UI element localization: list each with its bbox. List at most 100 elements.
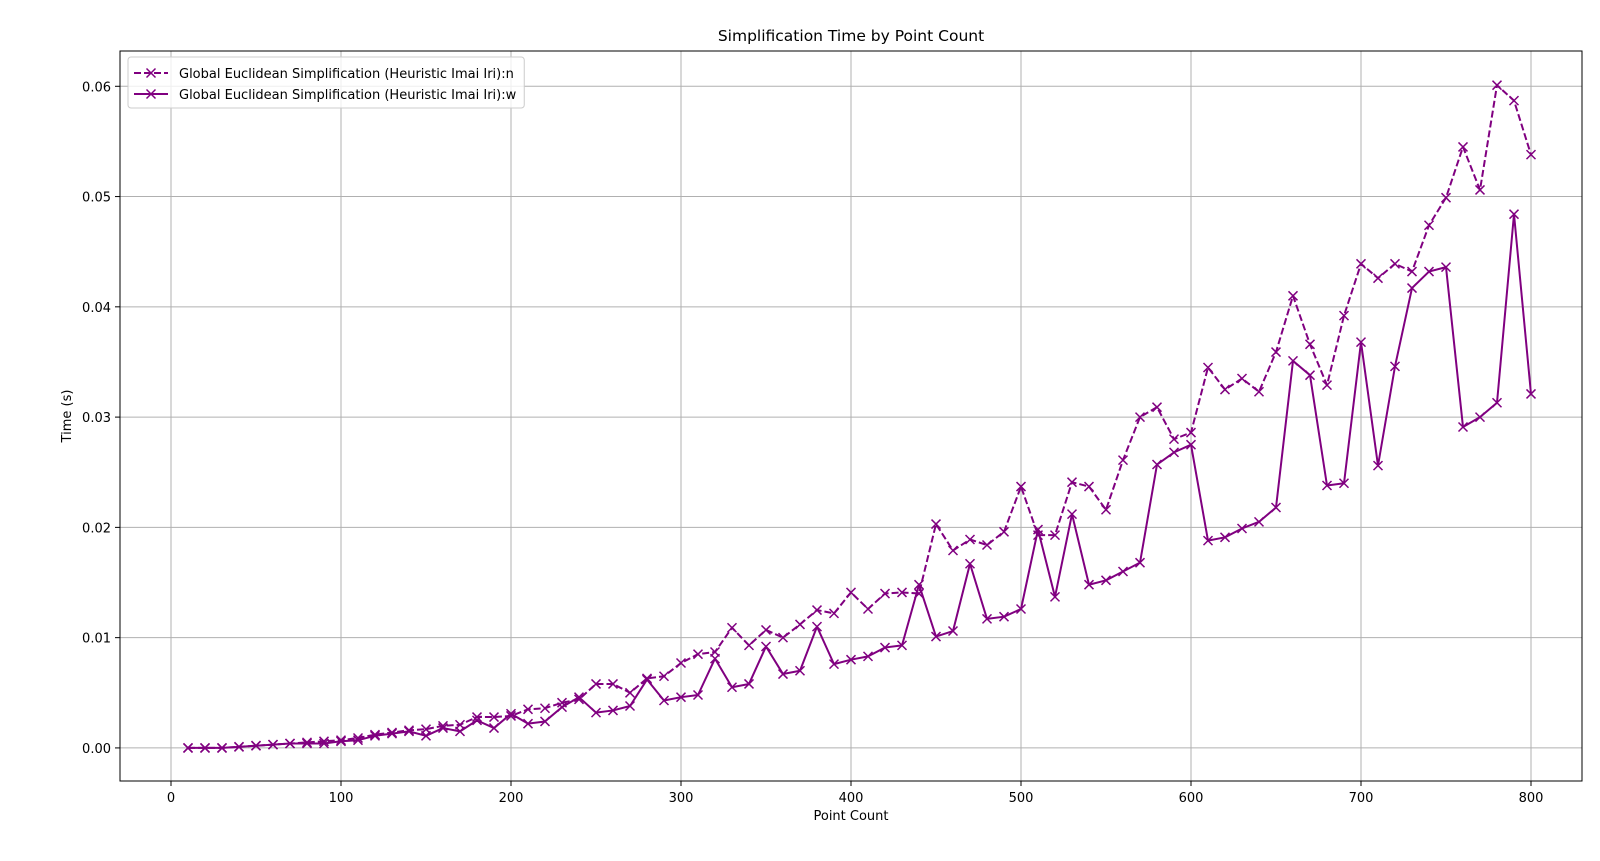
data-point-marker — [1474, 184, 1486, 195]
data-point-marker — [573, 692, 585, 703]
data-point-marker — [1083, 481, 1095, 492]
x-tick-label: 100 — [329, 791, 354, 806]
data-point-marker — [811, 605, 823, 616]
data-point-marker — [845, 587, 857, 598]
data-point-marker — [454, 726, 466, 737]
data-point-marker — [1032, 524, 1044, 535]
data-point-marker — [777, 669, 789, 680]
data-point-marker — [726, 682, 738, 693]
legend-box — [127, 56, 525, 109]
data-point-marker — [1083, 579, 1095, 590]
legend-label: Global Euclidean Simplification (Heurist… — [179, 88, 517, 103]
data-point-marker — [1491, 397, 1503, 408]
data-point-marker — [624, 700, 636, 712]
data-point-marker — [1236, 373, 1248, 384]
data-point-marker — [947, 545, 959, 556]
data-point-marker — [743, 640, 755, 651]
data-point-marker — [369, 730, 381, 741]
x-axis: 0 100 200 300 400 500 600 700 800 — [167, 781, 1543, 806]
data-point-marker — [1440, 192, 1452, 203]
data-point-marker — [811, 621, 823, 632]
data-point-marker — [1117, 566, 1129, 577]
data-point-marker — [573, 694, 585, 705]
x-tick-label: 700 — [1349, 791, 1374, 806]
data-point-marker — [1015, 603, 1027, 615]
data-point-marker — [794, 665, 806, 676]
x-tick-label: 300 — [669, 791, 694, 806]
data-point-marker — [1287, 290, 1299, 301]
data-point-marker — [1406, 283, 1418, 294]
data-point-marker — [182, 742, 194, 753]
data-point-marker — [488, 712, 500, 723]
data-point-marker — [1525, 388, 1537, 399]
data-point-marker — [675, 657, 687, 669]
data-point-marker — [505, 710, 517, 721]
data-point-marker — [607, 705, 619, 716]
data-point-marker — [1423, 220, 1435, 231]
data-point-marker — [1151, 402, 1163, 413]
data-point-marker — [828, 659, 840, 670]
data-point-marker — [692, 689, 704, 701]
data-point-marker — [233, 741, 245, 752]
data-point-marker — [1185, 439, 1197, 450]
y-tick-label: 0.05 — [82, 191, 111, 206]
x-tick-label: 500 — [1009, 791, 1034, 806]
data-point-marker — [556, 702, 568, 713]
data-point-marker — [1338, 310, 1350, 321]
data-point-marker — [675, 692, 687, 703]
data-point-marker — [335, 735, 347, 746]
data-point-marker — [1508, 209, 1520, 220]
x-tick-label: 600 — [1179, 791, 1204, 806]
data-point-marker — [488, 723, 500, 734]
data-point-marker — [1236, 523, 1248, 534]
data-point-marker — [199, 742, 211, 753]
data-point-marker — [709, 653, 721, 664]
data-point-marker — [471, 715, 483, 726]
data-point-marker — [403, 726, 415, 737]
data-point-marker — [1372, 460, 1384, 471]
data-point-marker — [998, 526, 1010, 537]
data-point-marker — [981, 613, 993, 624]
data-point-marker — [437, 723, 449, 734]
data-point-marker — [1066, 509, 1078, 520]
series-w — [182, 209, 1537, 753]
data-point-marker — [1253, 516, 1265, 527]
y-tick-label: 0.00 — [82, 742, 111, 757]
data-point-marker — [879, 588, 891, 599]
data-point-marker — [913, 579, 925, 590]
data-point-marker — [879, 642, 891, 653]
data-point-marker — [1508, 95, 1520, 106]
data-point-marker — [267, 739, 279, 750]
data-point-marker — [1168, 434, 1180, 445]
data-point-marker — [1100, 504, 1112, 515]
y-axis-label: Time (s) — [60, 390, 75, 444]
data-point-marker — [590, 678, 602, 689]
data-point-marker — [1355, 337, 1367, 348]
data-point-marker — [1457, 141, 1469, 152]
x-tick-label: 200 — [499, 791, 524, 806]
data-point-marker — [1270, 502, 1282, 513]
data-point-marker — [726, 622, 738, 633]
data-point-marker — [386, 727, 398, 738]
data-point-marker — [1406, 266, 1418, 277]
y-tick-label: 0.06 — [82, 80, 111, 95]
data-point-marker — [641, 674, 653, 685]
data-point-marker — [845, 654, 857, 665]
data-point-marker — [1253, 386, 1265, 397]
data-point-marker — [1457, 421, 1469, 433]
data-point-marker — [1491, 80, 1503, 91]
data-point-marker — [1372, 273, 1384, 284]
y-tick-label: 0.01 — [82, 632, 111, 647]
data-point-marker — [794, 619, 806, 630]
data-point-marker — [641, 673, 653, 684]
data-point-marker — [1134, 557, 1146, 568]
data-point-marker — [896, 587, 908, 598]
x-axis-label: Point Count — [813, 809, 888, 824]
x-tick-label: 400 — [839, 791, 864, 806]
data-point-marker — [1304, 339, 1316, 350]
data-point-marker — [1355, 258, 1367, 269]
y-tick-label: 0.03 — [82, 411, 111, 426]
data-point-marker — [1219, 384, 1231, 395]
data-point-marker — [318, 738, 330, 749]
legend-label: Global Euclidean Simplification (Heurist… — [179, 67, 514, 82]
